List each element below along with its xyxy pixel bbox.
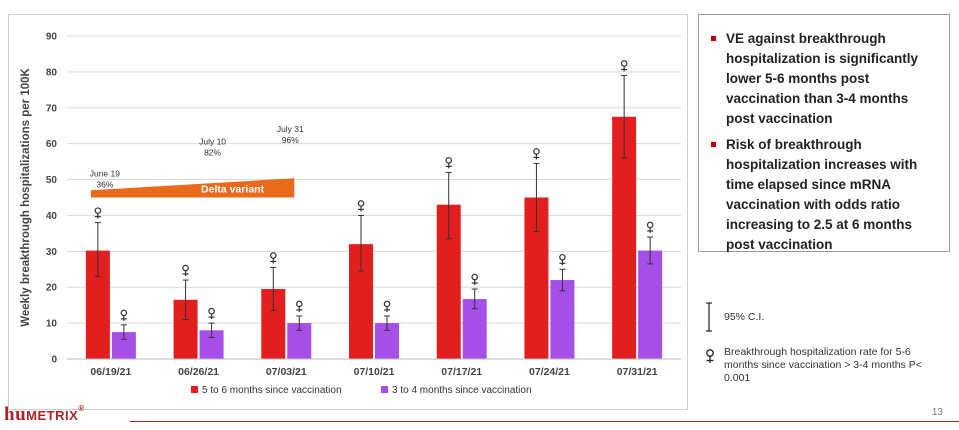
chart-frame: 0 10 20 30 40 50 60 70 80 90 Weekly breakthrough h…	[8, 14, 688, 410]
bullet-text: Risk of breakthrough hospitalization inc…	[726, 137, 918, 252]
y-tick-label: 60	[46, 139, 58, 150]
legend-label: 3 to 4 months since vaccination	[392, 385, 532, 396]
logo-part-1: hu	[4, 404, 27, 425]
bullet-item: VE against breakthrough hospitalization …	[711, 29, 937, 129]
y-tick-label: 40	[46, 211, 58, 222]
x-tick-label: 07/03/21	[266, 366, 307, 378]
y-tick-label: 0	[51, 355, 57, 366]
delta-variant-wedge	[90, 178, 295, 198]
x-tick-label: 07/31/21	[617, 366, 658, 378]
significance-marker	[208, 307, 215, 315]
significance-marker	[269, 252, 277, 259]
delta-percent-label: 82%	[204, 148, 221, 158]
error-bar-icon	[706, 302, 712, 332]
y-tick-label: 20	[46, 283, 58, 294]
x-tick-label: 07/10/21	[354, 366, 395, 378]
bullet-marker-icon	[711, 142, 716, 147]
significance-marker	[471, 273, 479, 281]
humetrix-logo: huMETRIX®	[4, 404, 85, 426]
y-tick-label: 10	[46, 319, 58, 330]
legend-label: 5 to 6 months since vaccination	[202, 385, 342, 396]
delta-variant-label: Delta variant	[201, 184, 265, 196]
bar-chart: 0 10 20 30 40 50 60 70 80 90 Weekly breakthrough h…	[20, 32, 681, 396]
y-axis-label: Weekly breakthrough hospitalizations per…	[20, 68, 32, 327]
significance-marker	[533, 148, 540, 155]
significance-marker	[445, 157, 453, 164]
significance-marker	[646, 221, 654, 229]
footer-divider	[130, 421, 959, 422]
y-tick-label: 80	[46, 67, 58, 78]
x-tick-label: 06/26/21	[178, 366, 219, 378]
delta-date-label: June 19	[90, 168, 121, 178]
logo-part-2: METRIX	[26, 408, 79, 423]
key-findings-box: VE against breakthrough hospitalization …	[698, 14, 950, 252]
delta-date-label: July 10	[199, 137, 226, 147]
bullet-item: Risk of breakthrough hospitalization inc…	[711, 135, 937, 255]
legend-swatch	[191, 386, 198, 393]
significance-marker	[295, 300, 303, 308]
x-tick-label: 06/19/21	[90, 366, 131, 378]
significance-note: Breakthrough hospitalization rate for 5-…	[702, 346, 952, 385]
bar	[550, 280, 575, 359]
y-tick-label: 70	[46, 103, 58, 114]
y-tick-label: 50	[46, 175, 58, 186]
x-tick-label: 07/17/21	[441, 366, 482, 378]
delta-percent-label: 36%	[96, 179, 113, 189]
significance-marker	[383, 300, 391, 308]
delta-percent-label: 96%	[282, 135, 299, 145]
bar	[638, 250, 663, 359]
delta-date-label: July 31	[277, 124, 304, 134]
significance-marker	[620, 60, 628, 67]
ci-note: 95% C.I.	[702, 300, 952, 334]
significance-marker	[120, 309, 128, 317]
bullet-text: VE against breakthrough hospitalization …	[726, 31, 919, 126]
significance-marker	[559, 253, 566, 261]
legend-swatch	[381, 386, 388, 393]
x-tick-label: 07/24/21	[529, 366, 570, 378]
significance-label: Breakthrough hospitalization rate for 5-…	[724, 346, 922, 384]
page-number: 13	[931, 407, 943, 418]
significance-marker-icon	[706, 349, 714, 363]
significance-marker	[182, 264, 189, 272]
y-tick-label: 30	[46, 247, 58, 258]
ci-label: 95% C.I.	[724, 311, 765, 323]
bullet-marker-icon	[711, 36, 716, 41]
significance-marker	[94, 207, 102, 214]
significance-marker	[357, 200, 365, 207]
y-tick-label: 90	[46, 32, 58, 43]
chart-notes: 95% C.I. Breakthrough hospitalization ra…	[702, 300, 952, 385]
logo-registered-mark: ®	[78, 404, 85, 413]
